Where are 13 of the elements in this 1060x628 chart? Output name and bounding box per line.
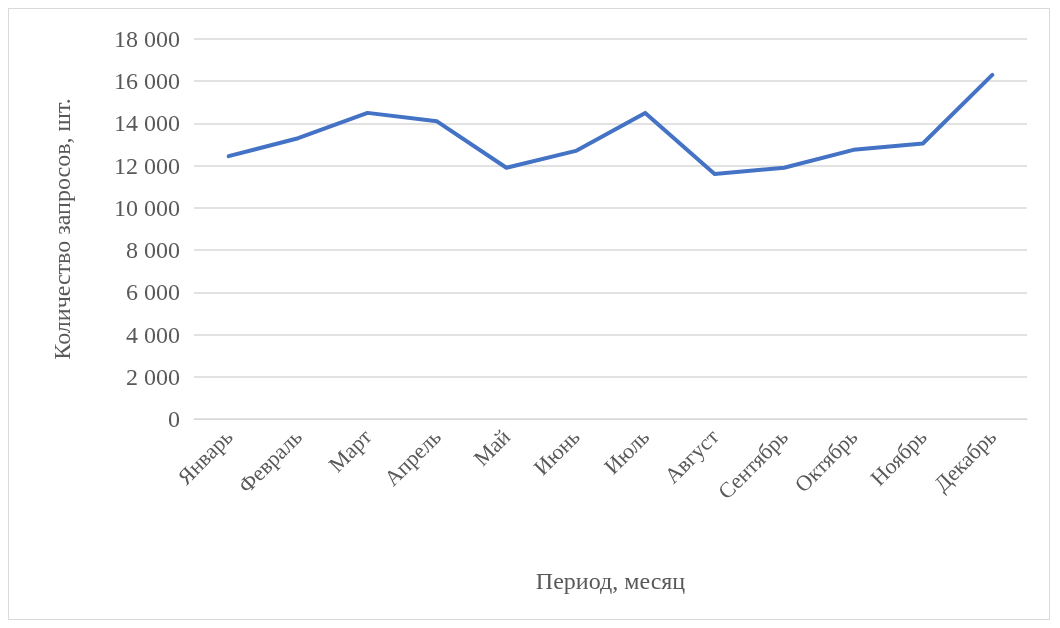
y-tick-label: 6 000 (126, 279, 180, 306)
y-tick-label: 4 000 (126, 321, 180, 348)
y-tick-label: 10 000 (114, 194, 180, 221)
y-tick-label: 16 000 (114, 68, 180, 95)
y-tick-label: 2 000 (126, 363, 180, 390)
x-axis-title: Период, месяц (535, 568, 686, 594)
y-tick-label: 14 000 (114, 110, 180, 137)
y-tick-label: 8 000 (126, 237, 180, 264)
line-series (226, 72, 995, 177)
y-axis-title: Количество запросов, шт. (49, 98, 75, 360)
y-tick-label: 0 (168, 406, 180, 432)
y-tick-label: 18 000 (114, 26, 180, 52)
y-tick-label: 12 000 (114, 152, 180, 179)
